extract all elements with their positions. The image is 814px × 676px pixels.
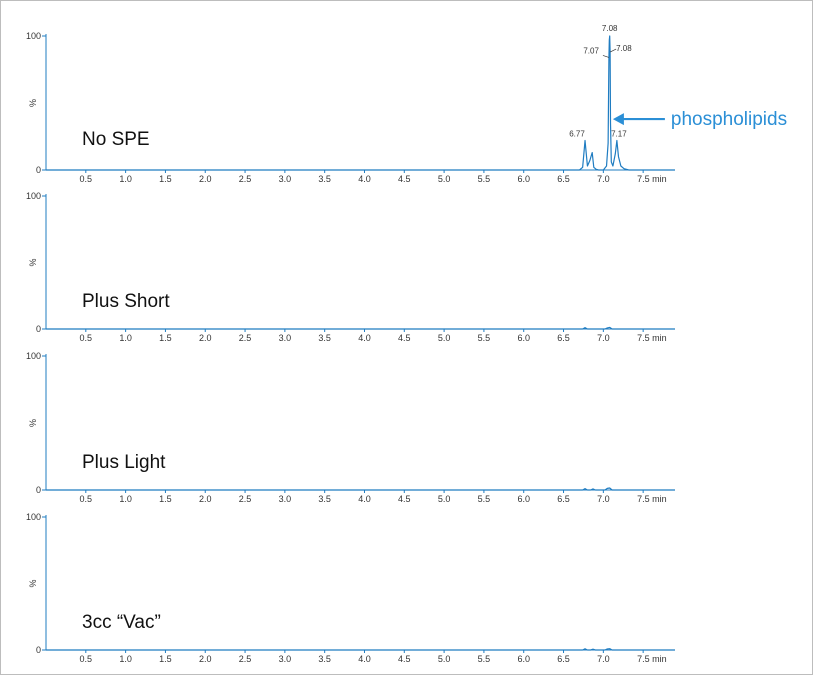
x-tick-label: 7.0 [597, 494, 610, 504]
x-tick-label: 2.5 [239, 174, 252, 184]
annotation-label: phospholipids [671, 109, 787, 130]
x-tick-label: 1.0 [119, 494, 132, 504]
y-tick-label: 100 [26, 351, 41, 361]
x-tick-label: 2.5 [239, 494, 252, 504]
x-tick-label: 6.0 [517, 174, 530, 184]
x-tick-label: 7.0 [597, 174, 610, 184]
x-tick-label: 2.0 [199, 494, 212, 504]
annotation-arrow-head [612, 113, 624, 126]
x-tick-label: 3.0 [279, 174, 292, 184]
x-tick-label: 5.0 [438, 494, 451, 504]
y-axis-label: % [28, 419, 38, 427]
x-tick-label: 1.5 [159, 333, 172, 343]
x-tick-label: 7.5 min [637, 494, 667, 504]
peak-label: 7.07 [583, 46, 599, 55]
x-tick-label: 2.0 [199, 174, 212, 184]
x-tick-label: 4.5 [398, 494, 411, 504]
trace-line [46, 648, 675, 651]
x-tick-label: 0.5 [80, 333, 93, 343]
x-tick-label: 3.0 [279, 494, 292, 504]
x-tick-label: 4.0 [358, 654, 371, 664]
y-axis-label: % [28, 579, 38, 587]
x-tick-label: 6.0 [517, 654, 530, 664]
x-tick-label: 5.5 [478, 494, 491, 504]
x-tick-label: 3.5 [318, 494, 331, 504]
y-tick-label: 0 [36, 645, 41, 655]
trace-line [46, 487, 675, 491]
x-tick-label: 6.5 [557, 333, 570, 343]
peak-connector [609, 48, 617, 53]
peak-connector [602, 55, 610, 58]
x-tick-label: 5.5 [478, 654, 491, 664]
x-tick-label: 3.5 [318, 654, 331, 664]
y-tick-label: 0 [36, 485, 41, 495]
peak-label: 7.17 [611, 130, 627, 139]
x-tick-label: 1.0 [119, 654, 132, 664]
x-tick-label: 5.0 [438, 654, 451, 664]
panel-label: Plus Light [82, 452, 166, 473]
x-tick-label: 2.5 [239, 654, 252, 664]
x-tick-label: 1.0 [119, 174, 132, 184]
x-tick-label: 4.5 [398, 654, 411, 664]
x-tick-label: 5.0 [438, 174, 451, 184]
x-tick-label: 7.0 [597, 333, 610, 343]
y-tick-label: 100 [26, 512, 41, 522]
trace-line [46, 326, 675, 330]
x-tick-label: 2.0 [199, 333, 212, 343]
x-tick-label: 6.5 [557, 174, 570, 184]
x-tick-label: 4.0 [358, 494, 371, 504]
x-tick-label: 7.5 min [637, 174, 667, 184]
x-tick-label: 7.5 min [637, 654, 667, 664]
panel-label: No SPE [82, 129, 150, 150]
x-tick-label: 3.0 [279, 654, 292, 664]
x-tick-label: 1.0 [119, 333, 132, 343]
y-tick-label: 100 [26, 191, 41, 201]
x-tick-label: 1.5 [159, 494, 172, 504]
peak-label: 7.08 [602, 24, 618, 33]
x-tick-label: 7.5 min [637, 333, 667, 343]
x-tick-label: 2.0 [199, 654, 212, 664]
x-tick-label: 4.5 [398, 333, 411, 343]
x-tick-label: 5.5 [478, 174, 491, 184]
peak-label: 6.77 [569, 130, 585, 139]
x-tick-label: 2.5 [239, 333, 252, 343]
x-tick-label: 4.0 [358, 174, 371, 184]
x-tick-label: 1.5 [159, 174, 172, 184]
x-tick-label: 0.5 [80, 494, 93, 504]
trace-line [46, 35, 675, 171]
x-tick-label: 0.5 [80, 654, 93, 664]
x-tick-label: 1.5 [159, 654, 172, 664]
y-axis-label: % [28, 258, 38, 266]
x-tick-label: 3.5 [318, 333, 331, 343]
panel-label: Plus Short [82, 291, 170, 312]
x-tick-label: 7.0 [597, 654, 610, 664]
x-tick-label: 6.0 [517, 494, 530, 504]
panel-label: 3cc “Vac” [82, 612, 161, 633]
peak-label: 7.08 [616, 44, 632, 53]
y-tick-label: 0 [36, 165, 41, 175]
y-tick-label: 100 [26, 31, 41, 41]
x-tick-label: 4.0 [358, 333, 371, 343]
x-tick-label: 4.5 [398, 174, 411, 184]
y-tick-label: 0 [36, 324, 41, 334]
x-tick-label: 6.5 [557, 654, 570, 664]
x-tick-label: 6.5 [557, 494, 570, 504]
x-tick-label: 3.5 [318, 174, 331, 184]
x-tick-label: 0.5 [80, 174, 93, 184]
x-tick-label: 3.0 [279, 333, 292, 343]
x-tick-label: 5.0 [438, 333, 451, 343]
x-tick-label: 6.0 [517, 333, 530, 343]
y-axis-label: % [28, 99, 38, 107]
x-tick-label: 5.5 [478, 333, 491, 343]
